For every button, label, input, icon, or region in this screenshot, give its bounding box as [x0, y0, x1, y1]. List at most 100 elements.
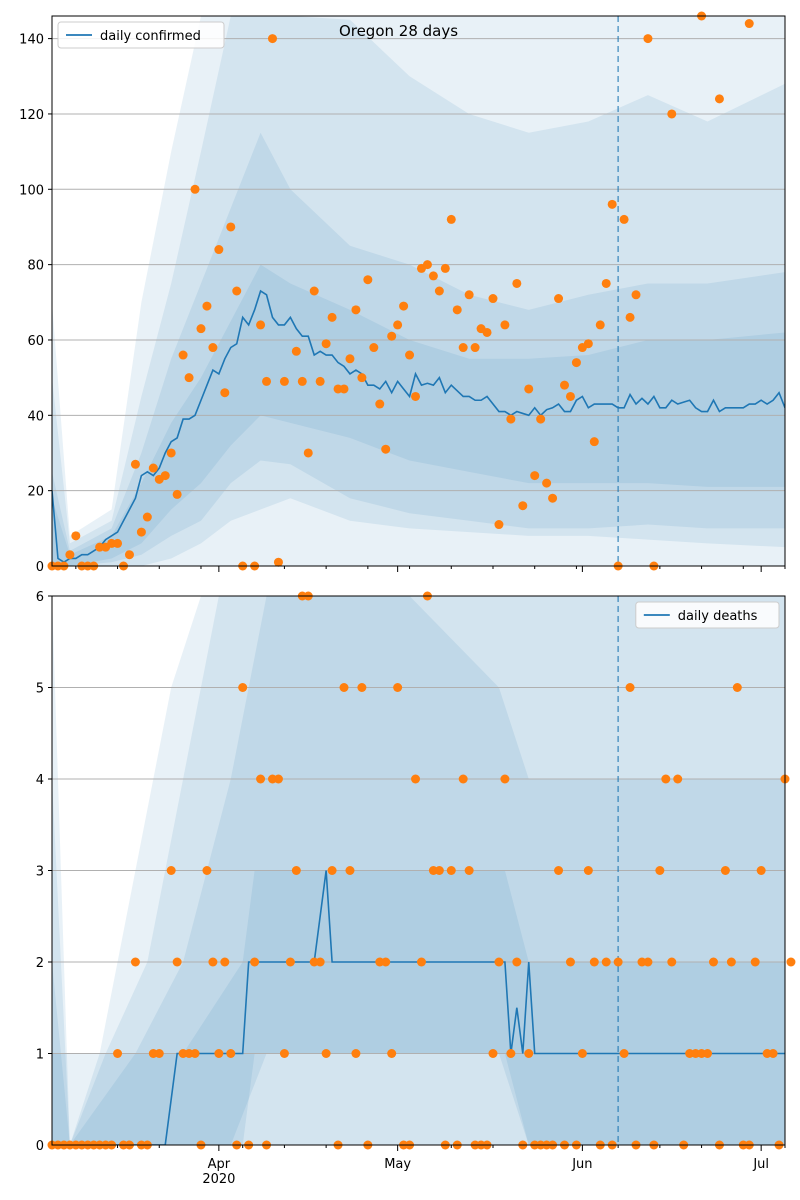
data-point — [375, 399, 385, 409]
legend: daily confirmed — [57, 21, 225, 49]
data-point — [262, 376, 272, 386]
y-tick-label: 60 — [27, 334, 44, 349]
data-point — [494, 957, 504, 967]
data-point — [214, 1049, 224, 1058]
data-point — [267, 34, 277, 44]
data-point — [381, 444, 391, 454]
data-point — [655, 866, 665, 875]
data-point — [416, 957, 426, 967]
data-point — [238, 683, 248, 692]
data-point — [625, 312, 635, 322]
data-point — [393, 320, 403, 330]
data-point — [708, 957, 718, 967]
data-point — [583, 866, 593, 875]
axes-frame — [51, 595, 786, 1146]
y-tick-label: 20 — [27, 485, 44, 500]
x-tick-sublabel: 2020 — [202, 1172, 235, 1187]
data-point — [488, 1049, 498, 1058]
data-point — [345, 354, 355, 364]
data-point — [524, 1049, 534, 1058]
data-point — [518, 501, 528, 511]
data-point — [786, 957, 796, 967]
data-point — [470, 343, 480, 353]
band-0 — [52, 16, 785, 566]
data-point — [303, 448, 313, 458]
y-tick-label: 5 — [36, 682, 44, 697]
data-point — [250, 957, 260, 967]
data-point — [446, 214, 456, 224]
data-point — [667, 109, 677, 119]
data-point — [381, 957, 391, 967]
data-point — [321, 339, 331, 349]
data-point — [482, 327, 492, 337]
data-point — [273, 774, 283, 784]
data-point — [744, 19, 754, 29]
data-point — [172, 957, 182, 967]
data-point — [500, 774, 510, 784]
data-point — [190, 184, 200, 194]
data-point — [643, 34, 653, 44]
data-point — [524, 384, 534, 394]
data-point — [315, 376, 325, 386]
data-point — [506, 414, 516, 424]
legend: daily deaths — [635, 601, 780, 629]
data-point — [554, 294, 564, 304]
data-point — [625, 683, 635, 692]
data-point — [619, 1049, 629, 1058]
data-point — [220, 957, 230, 967]
data-point — [166, 866, 176, 875]
data-point — [554, 866, 564, 875]
data-point — [166, 448, 176, 458]
data-point — [703, 1049, 713, 1058]
x-tick-label: Jul — [752, 1157, 769, 1172]
data-point — [297, 376, 307, 386]
y-tick-label: 80 — [27, 259, 44, 274]
data-point — [589, 957, 599, 967]
data-point — [357, 373, 367, 383]
data-point — [184, 373, 194, 383]
data-point — [411, 774, 421, 784]
legend-label: daily confirmed — [100, 29, 201, 44]
axes-frame — [51, 15, 786, 567]
data-point — [530, 471, 540, 481]
data-point — [428, 271, 438, 281]
data-point — [589, 437, 599, 447]
data-point — [512, 278, 522, 288]
y-tick-label: 2 — [36, 956, 44, 971]
data-point — [464, 290, 474, 300]
data-point — [720, 866, 730, 875]
data-point — [327, 866, 337, 875]
y-tick-label: 3 — [36, 865, 44, 880]
data-point — [172, 489, 182, 499]
data-point — [601, 957, 611, 967]
data-point — [291, 866, 301, 875]
data-point — [488, 294, 498, 304]
data-point — [673, 774, 683, 784]
band-1 — [52, 16, 785, 566]
data-point — [583, 339, 593, 349]
x-tick-label: May — [384, 1157, 411, 1172]
data-point — [136, 527, 146, 537]
chart-title: Oregon 28 days — [339, 22, 458, 40]
data-point — [387, 1049, 397, 1058]
band-3 — [52, 870, 785, 1145]
data-point — [351, 305, 361, 315]
data-point — [393, 683, 403, 692]
data-point — [214, 245, 224, 255]
data-point — [196, 324, 206, 334]
data-point — [661, 774, 671, 784]
data-point — [142, 512, 152, 522]
y-tick-label: 140 — [19, 33, 44, 48]
band-2 — [52, 132, 785, 566]
data-point — [256, 774, 266, 784]
data-point — [536, 414, 546, 424]
data-point — [202, 866, 212, 875]
data-point — [309, 286, 319, 296]
data-point — [202, 301, 212, 311]
y-tick-label: 100 — [19, 183, 44, 198]
y-tick-label: 4 — [36, 773, 44, 788]
data-point — [113, 1049, 123, 1058]
data-point — [357, 683, 367, 692]
data-point — [124, 550, 134, 560]
data-point — [273, 557, 283, 567]
